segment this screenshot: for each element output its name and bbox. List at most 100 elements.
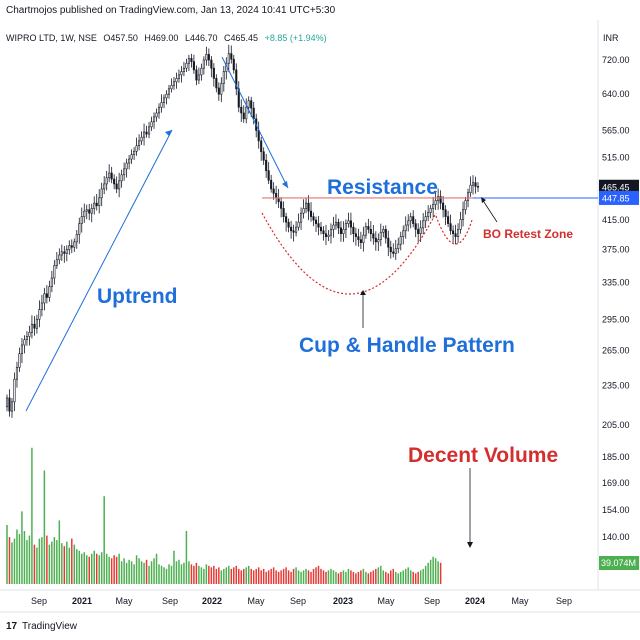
price-tick-label: 415.00 xyxy=(602,215,630,225)
candle-body xyxy=(257,130,260,142)
candle-body xyxy=(180,71,183,76)
volume-bar xyxy=(285,567,287,584)
retest-arrow-icon xyxy=(481,197,486,203)
volume-bar xyxy=(434,558,437,584)
uptrend-arrow-icon xyxy=(165,130,172,136)
volume-bar xyxy=(61,543,63,584)
candle-body xyxy=(285,216,288,223)
candle-body xyxy=(339,227,342,235)
candle-body xyxy=(319,226,323,232)
volume-bar xyxy=(31,447,33,584)
candle-body xyxy=(113,178,116,185)
volume-bar xyxy=(362,568,365,584)
volume-bar xyxy=(412,571,414,584)
time-tick-label: May xyxy=(247,596,265,606)
volume-current-label: 39.074M xyxy=(601,558,636,568)
candle-body xyxy=(23,339,26,346)
volume-bar xyxy=(370,571,372,584)
candle-body xyxy=(215,78,218,89)
candle-body xyxy=(439,196,442,204)
time-axis[interactable]: Sep 2021 May Sep 2022 May Sep 2023 May Sep 2024 May… xyxy=(31,596,572,606)
volume-bar xyxy=(193,565,195,584)
candle-body xyxy=(63,251,66,254)
volume-bar xyxy=(85,555,88,584)
candle-body xyxy=(409,216,412,222)
resistance-label: Resistance xyxy=(327,176,438,199)
candle-body xyxy=(399,236,402,245)
candle-body xyxy=(197,74,200,81)
candle-body xyxy=(230,53,233,60)
candle-body xyxy=(60,251,63,256)
candle-body xyxy=(100,188,103,199)
volume-bar xyxy=(250,568,252,584)
candle-body xyxy=(347,220,350,224)
volume-bar xyxy=(427,562,429,584)
volume-bar xyxy=(183,562,185,584)
candle-body xyxy=(70,245,73,248)
candle-body xyxy=(162,97,166,103)
candle-body xyxy=(309,210,313,217)
volume-bar xyxy=(407,567,409,584)
volume-bar xyxy=(305,568,307,584)
candle-body xyxy=(242,112,245,120)
price-change: +8.85 (+1.94%) xyxy=(264,33,327,43)
candle-body xyxy=(30,323,33,333)
candle-body xyxy=(85,209,88,212)
candle-body xyxy=(65,249,68,254)
candle-body xyxy=(312,216,315,221)
volume-bar xyxy=(8,537,11,584)
candle-body xyxy=(78,223,81,235)
candle-body xyxy=(322,230,325,235)
candle-body xyxy=(138,140,141,147)
volume-bar xyxy=(175,561,178,584)
candle-body xyxy=(105,177,108,185)
candle-body xyxy=(404,224,407,232)
candle-body xyxy=(212,67,215,79)
volume-bar xyxy=(150,561,153,584)
candle-body xyxy=(427,212,430,217)
tradingview-logo-icon[interactable]: 17 xyxy=(6,621,18,632)
price-chart[interactable]: Uptrend Resistance Cup & Handle Pattern BO … xyxy=(0,20,640,614)
bo-retest-label: BO Retest Zone xyxy=(483,227,573,241)
downtrend-arrow-icon xyxy=(282,181,288,188)
price-tick-label: 295.00 xyxy=(602,314,630,324)
volume-bar xyxy=(125,562,128,584)
candle-body xyxy=(202,59,205,69)
candle-body xyxy=(120,174,123,182)
volume-bar xyxy=(245,567,247,584)
volume-bar xyxy=(228,565,230,584)
volume-bar xyxy=(43,470,46,584)
volume-tick-label: 185.00 xyxy=(602,452,630,462)
volume-bar xyxy=(58,520,61,584)
candle-body xyxy=(222,71,225,84)
volume-bar xyxy=(133,564,135,584)
candle-body xyxy=(469,184,472,194)
volume-bar xyxy=(38,538,41,584)
candle-body xyxy=(45,293,48,298)
volume-bar xyxy=(350,570,352,584)
volume-bar xyxy=(155,553,158,584)
time-tick-label: 2021 xyxy=(72,596,92,606)
volume-bar xyxy=(337,573,340,584)
volume-bar xyxy=(98,555,100,584)
volume-bar xyxy=(100,552,103,584)
volume-bar xyxy=(18,534,21,584)
volume-bar xyxy=(23,531,26,584)
candle-body xyxy=(302,208,305,214)
volume-bar xyxy=(230,568,233,584)
candle-body xyxy=(205,54,208,61)
candle-body xyxy=(175,78,178,83)
candle-body xyxy=(464,200,467,211)
candle-body xyxy=(275,193,278,199)
volume-bar xyxy=(257,567,260,584)
volume-bar xyxy=(11,542,13,584)
volume-bar xyxy=(140,561,143,584)
tradingview-brand[interactable]: TradingView xyxy=(22,621,78,632)
candle-body xyxy=(260,140,263,153)
volume-bar xyxy=(377,567,380,584)
symbol-name[interactable]: WIPRO LTD, 1W, NSE xyxy=(6,33,97,43)
volume-bar xyxy=(372,570,375,584)
volume-bar xyxy=(247,565,250,584)
candle-body xyxy=(165,93,168,99)
